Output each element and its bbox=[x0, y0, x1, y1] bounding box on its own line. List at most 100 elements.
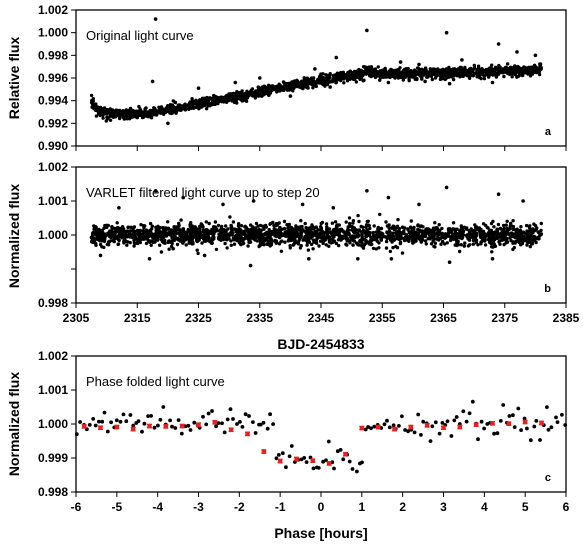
data-point bbox=[490, 250, 494, 254]
y-tick-label: 1.002 bbox=[38, 3, 68, 17]
data-point bbox=[224, 224, 228, 228]
data-point bbox=[437, 223, 441, 227]
data-point bbox=[522, 416, 527, 421]
data-point bbox=[494, 236, 498, 240]
data-point bbox=[272, 227, 276, 231]
data-point bbox=[320, 236, 325, 240]
data-point bbox=[408, 235, 412, 239]
data-point bbox=[403, 226, 407, 230]
data-point bbox=[276, 453, 281, 457]
data-point bbox=[318, 76, 322, 81]
data-point bbox=[311, 238, 316, 242]
data-point bbox=[443, 74, 447, 78]
data-point bbox=[334, 241, 339, 246]
data-point bbox=[463, 241, 467, 245]
data-point bbox=[502, 242, 506, 247]
data-point bbox=[539, 232, 543, 237]
data-point bbox=[518, 73, 522, 77]
x-tick-label: 5 bbox=[522, 500, 529, 514]
binned-point bbox=[457, 424, 463, 430]
data-point bbox=[293, 231, 297, 235]
data-point bbox=[282, 88, 286, 93]
data-point bbox=[213, 220, 218, 224]
data-point bbox=[202, 253, 207, 258]
data-point bbox=[341, 457, 346, 462]
data-point bbox=[178, 103, 182, 108]
data-point bbox=[298, 246, 303, 250]
data-point bbox=[153, 237, 157, 241]
data-point bbox=[465, 226, 469, 230]
x-tick-label: 3 bbox=[440, 500, 447, 514]
x-tick-label: 2365 bbox=[430, 311, 457, 325]
data-point bbox=[198, 224, 202, 228]
data-point bbox=[148, 221, 153, 226]
data-point bbox=[198, 103, 202, 107]
data-point bbox=[242, 232, 247, 236]
data-point bbox=[173, 426, 178, 430]
data-point bbox=[438, 77, 443, 82]
data-point bbox=[387, 226, 391, 230]
data-point bbox=[459, 224, 463, 228]
data-point bbox=[283, 234, 288, 238]
data-point bbox=[206, 411, 211, 416]
data-point bbox=[431, 67, 435, 71]
data-point bbox=[213, 99, 217, 104]
data-point bbox=[532, 222, 536, 226]
data-point bbox=[118, 110, 122, 115]
data-point bbox=[268, 233, 273, 237]
data-point bbox=[546, 427, 551, 432]
data-point bbox=[100, 238, 105, 243]
data-point bbox=[289, 231, 293, 235]
data-point bbox=[498, 226, 503, 231]
data-point bbox=[341, 235, 346, 240]
data-point bbox=[433, 420, 438, 425]
data-point bbox=[490, 257, 495, 261]
data-point bbox=[143, 234, 147, 238]
data-point bbox=[366, 425, 370, 429]
data-point bbox=[367, 223, 371, 228]
data-point bbox=[357, 219, 361, 224]
data-point bbox=[159, 235, 163, 239]
data-point bbox=[416, 66, 420, 70]
data-point bbox=[433, 76, 438, 80]
data-point bbox=[399, 232, 403, 237]
data-point bbox=[390, 72, 394, 76]
data-point bbox=[440, 421, 445, 425]
data-point bbox=[435, 226, 439, 230]
data-point bbox=[356, 231, 360, 235]
panel-b-xlabel: BJD-2454833 bbox=[277, 336, 364, 352]
data-point bbox=[390, 234, 394, 238]
data-point bbox=[219, 97, 223, 101]
data-point bbox=[339, 75, 343, 79]
data-point bbox=[328, 80, 333, 84]
data-point bbox=[438, 74, 443, 78]
data-point bbox=[332, 229, 336, 234]
data-point bbox=[280, 239, 284, 243]
data-point bbox=[486, 231, 490, 235]
x-tick-label: 1 bbox=[358, 500, 365, 514]
data-point bbox=[319, 72, 323, 76]
data-point bbox=[428, 439, 433, 443]
data-point bbox=[502, 226, 506, 231]
data-point bbox=[102, 410, 107, 415]
data-point bbox=[251, 420, 255, 424]
data-point bbox=[222, 100, 226, 104]
binned-point bbox=[310, 458, 316, 463]
data-point bbox=[407, 231, 411, 235]
data-point bbox=[164, 109, 169, 114]
data-point bbox=[387, 425, 392, 430]
data-point bbox=[161, 225, 165, 230]
data-point bbox=[511, 232, 515, 236]
data-point bbox=[462, 233, 466, 237]
data-point bbox=[475, 70, 480, 75]
data-point bbox=[467, 238, 472, 242]
data-point bbox=[190, 231, 195, 235]
data-point bbox=[223, 241, 227, 246]
data-point bbox=[188, 224, 192, 228]
data-point bbox=[156, 423, 160, 428]
data-point bbox=[409, 69, 413, 73]
data-point bbox=[460, 73, 465, 77]
data-point bbox=[128, 106, 133, 111]
data-point bbox=[479, 419, 484, 424]
data-point bbox=[128, 110, 133, 114]
